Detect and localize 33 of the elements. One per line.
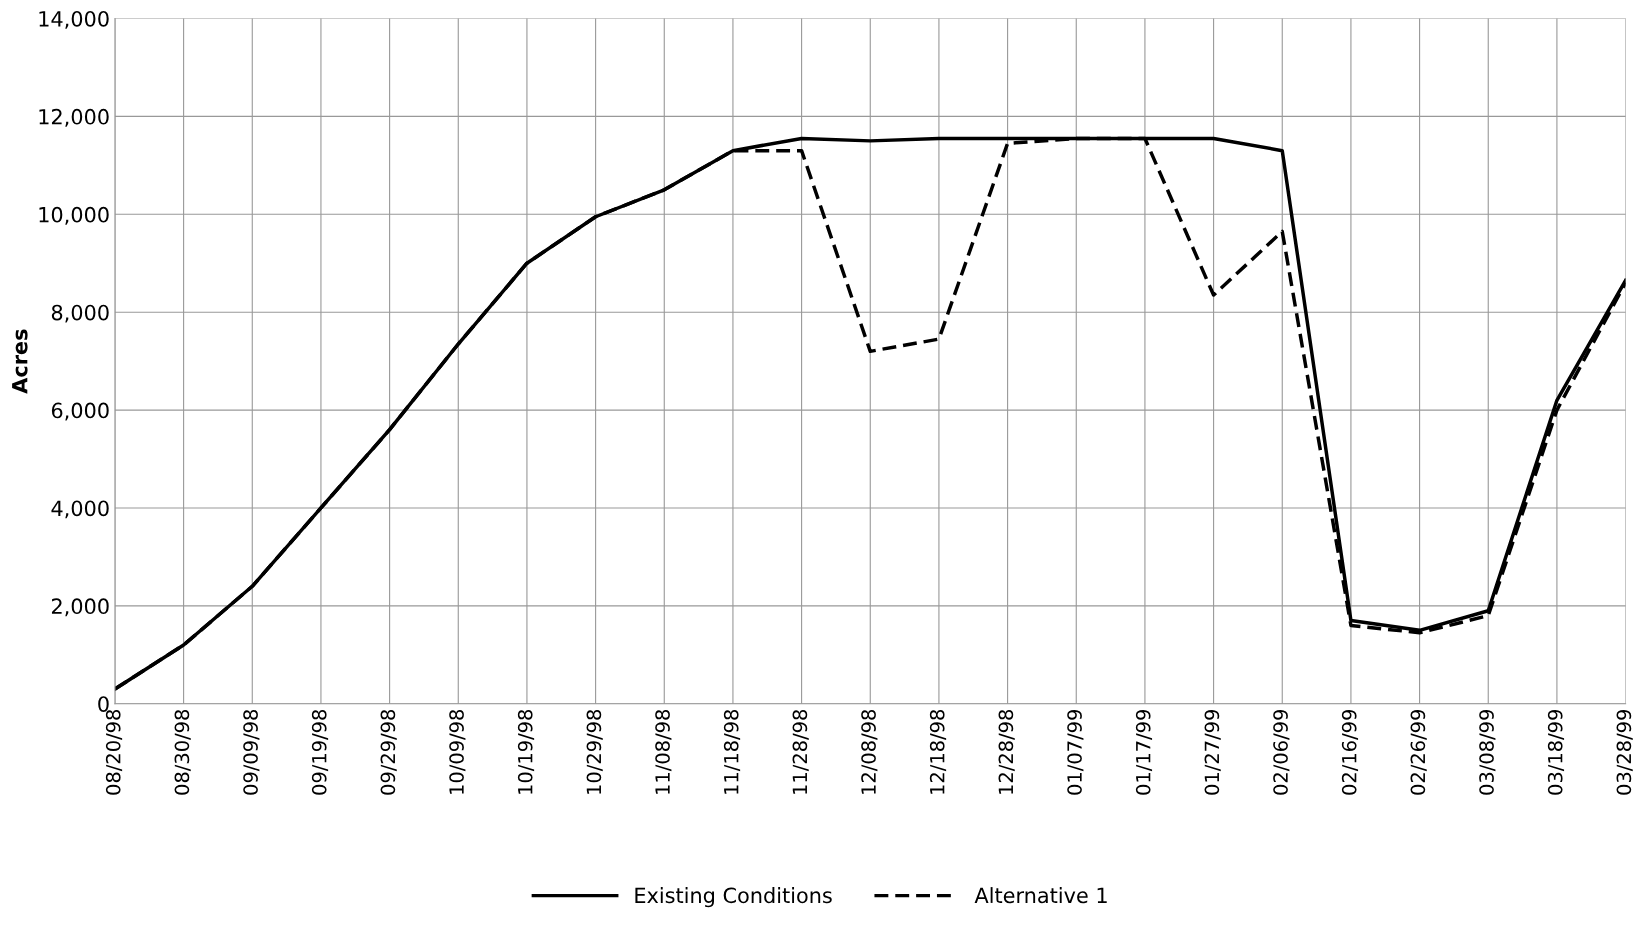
legend-label: Existing Conditions <box>635 887 832 908</box>
x-tick-label: 10/09/98 <box>449 709 466 794</box>
y-tick-label: 10,000 <box>39 206 109 225</box>
x-tick-label: 09/09/98 <box>243 709 260 795</box>
x-tick-label: 02/16/99 <box>1341 709 1359 795</box>
x-tick-label: 01/27/99 <box>1204 709 1221 795</box>
x-tick-label: 10/19/98 <box>517 709 535 794</box>
y-tick-label: 4,000 <box>51 500 109 519</box>
x-tick-label: 03/08/99 <box>1479 709 1496 795</box>
x-tick-label: 10/29/98 <box>586 709 603 794</box>
x-tick-label: 11/28/98 <box>792 709 809 794</box>
x-tick-label: 12/18/98 <box>929 709 947 794</box>
x-tick-label: 09/29/98 <box>380 709 397 795</box>
y-tick-label: 0 <box>98 696 109 712</box>
y-tick-label: 6,000 <box>51 402 109 421</box>
x-tick-label: 01/07/99 <box>1067 709 1084 795</box>
y-tick-label: 8,000 <box>51 304 109 323</box>
x-tick-label: 12/28/98 <box>998 709 1015 794</box>
y-tick-label: 2,000 <box>51 598 109 617</box>
y-axis-title: Acres <box>12 329 28 394</box>
x-tick-label: 03/28/99 <box>1616 709 1633 795</box>
x-tick-label: 09/19/98 <box>311 709 329 795</box>
y-tick-label: 14,000 <box>39 10 109 29</box>
x-tick-label: 01/17/99 <box>1135 709 1153 795</box>
x-tick-label: 12/08/98 <box>861 709 878 794</box>
x-tick-label: 11/18/98 <box>723 709 741 794</box>
x-tick-label: 08/30/98 <box>174 709 191 795</box>
x-tick-label: 11/08/98 <box>655 709 672 794</box>
x-tick-label: 02/26/99 <box>1410 709 1427 795</box>
y-tick-label: 12,000 <box>39 108 109 127</box>
x-tick-label: 02/06/99 <box>1273 709 1290 795</box>
x-tick-label: 03/18/99 <box>1547 709 1565 795</box>
legend-label: Alternative 1 <box>974 887 1107 904</box>
